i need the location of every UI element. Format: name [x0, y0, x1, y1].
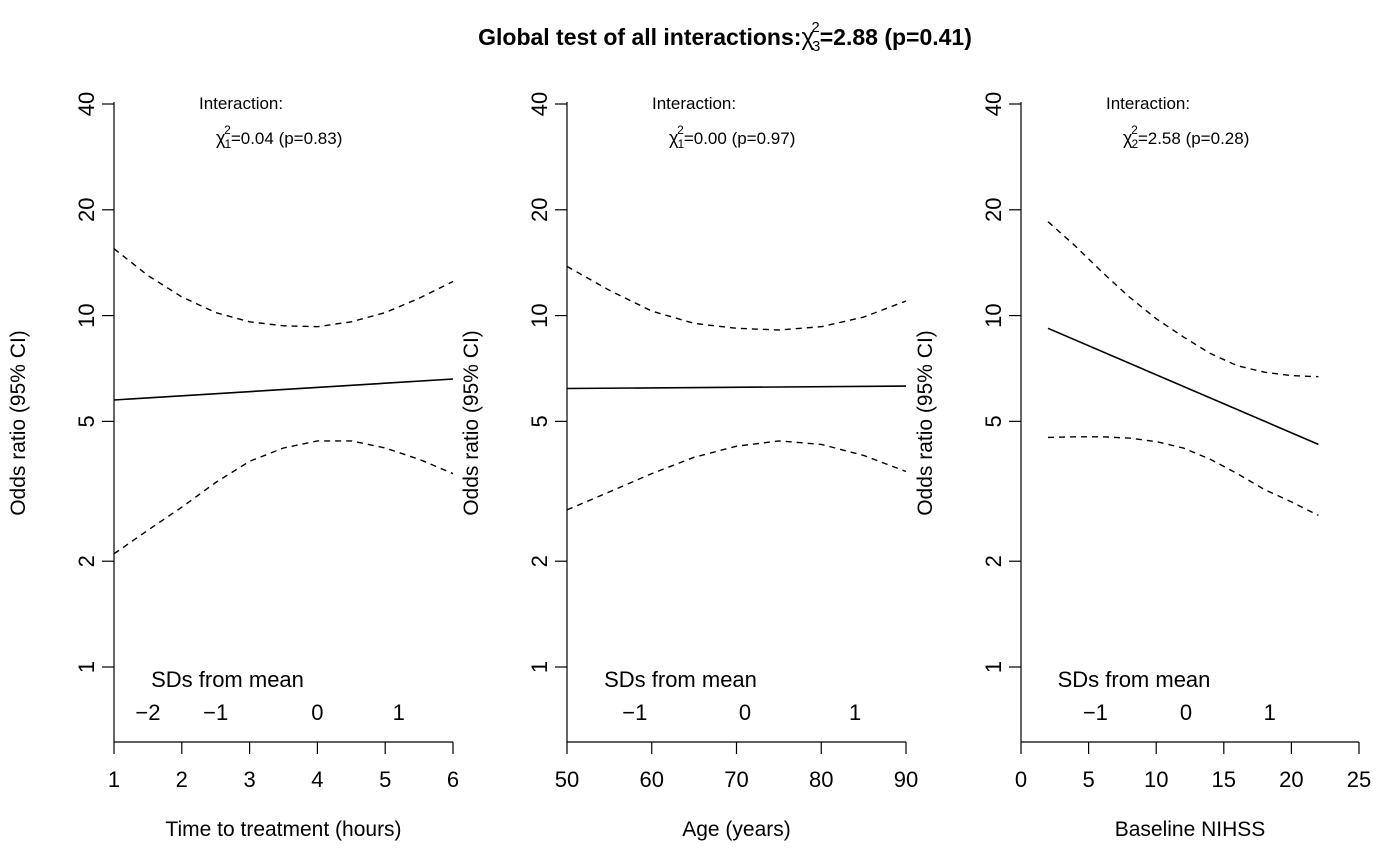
sd-tick-label: −1 [1083, 700, 1108, 725]
x-tick-label: 0 [1015, 767, 1027, 792]
x-tick-label: 80 [809, 767, 833, 792]
sd-tick-label: 1 [1264, 700, 1276, 725]
y-tick-label: 5 [74, 415, 99, 427]
y-tick-label: 10 [74, 303, 99, 327]
x-tick-label: 70 [724, 767, 748, 792]
x-tick-label: 60 [640, 767, 664, 792]
sd-tick-label: 1 [849, 700, 861, 725]
interaction-sq: 2 [677, 123, 684, 137]
x-tick-label: 2 [176, 767, 188, 792]
y-tick-label: 10 [527, 303, 552, 327]
upper-ci-line [1047, 221, 1319, 378]
x-axis-label: Time to treatment (hours) [165, 818, 401, 841]
y-tick-label: 1 [527, 661, 552, 673]
y-axis-label: Odds ratio (95% CI) [460, 330, 483, 516]
y-tick-label: 40 [74, 92, 99, 116]
interaction-value: =0.00 (p=0.97) [684, 129, 796, 148]
sd-tick-label: 0 [739, 700, 751, 725]
main-title-df: 3 [812, 38, 820, 55]
interaction-value: =2.58 (p=0.28) [1138, 129, 1250, 148]
interaction-chi: χ [1123, 128, 1133, 148]
x-tick-label: 6 [447, 767, 459, 792]
lower-ci-line [1047, 436, 1319, 517]
upper-ci-line [113, 248, 454, 328]
interaction-stat: χ12=0.00 (p=0.97) [669, 123, 795, 151]
y-tick-label: 2 [527, 555, 552, 567]
interaction-stat: χ22=2.58 (p=0.28) [1123, 123, 1249, 151]
y-axis-label: Odds ratio (95% CI) [7, 330, 30, 516]
interaction-stat: χ12=0.04 (p=0.83) [216, 123, 342, 151]
sd-tick-label: −2 [135, 700, 160, 725]
sd-tick-label: 0 [1180, 700, 1192, 725]
x-tick-label: 1 [108, 767, 120, 792]
y-tick-label: 20 [74, 198, 99, 222]
y-tick-label: 2 [981, 555, 1006, 567]
interaction-df: 2 [1131, 137, 1138, 151]
sd-axis-label: SDs from mean [151, 667, 304, 692]
x-tick-label: 25 [1347, 767, 1371, 792]
lower-ci-line [113, 440, 454, 555]
interaction-heading: Interaction: [199, 94, 283, 113]
interaction-chi: χ [669, 128, 679, 148]
main-title-chi: χ [801, 24, 814, 51]
x-axis-label: Age (years) [682, 818, 791, 841]
x-axis-label: Baseline NIHSS [1115, 818, 1266, 841]
sd-axis-label: SDs from mean [604, 667, 757, 692]
sd-axis-label: SDs from mean [1058, 667, 1211, 692]
sd-tick-label: 1 [393, 700, 405, 725]
interaction-value: =0.04 (p=0.83) [231, 129, 343, 148]
x-tick-label: 50 [555, 767, 579, 792]
x-tick-label: 5 [1082, 767, 1094, 792]
interaction-chi: χ [216, 128, 226, 148]
x-tick-label: 4 [311, 767, 323, 792]
estimate-line [113, 378, 454, 401]
interaction-sq: 2 [224, 123, 231, 137]
y-tick-label: 2 [74, 555, 99, 567]
y-tick-label: 40 [527, 92, 552, 116]
interaction-df: 1 [677, 137, 684, 151]
interaction-sq: 2 [1131, 123, 1138, 137]
x-tick-label: 15 [1212, 767, 1236, 792]
main-title-stat: =2.88 (p=0.41) [820, 24, 972, 50]
sd-tick-label: −1 [203, 700, 228, 725]
x-tick-label: 90 [894, 767, 918, 792]
sd-tick-label: −1 [622, 700, 647, 725]
interaction-heading: Interaction: [652, 94, 736, 113]
y-tick-label: 1 [74, 661, 99, 673]
main-title-text: Global test of all interactions: [478, 24, 801, 50]
y-tick-label: 20 [981, 198, 1006, 222]
upper-ci-line [566, 265, 907, 331]
interaction-df: 1 [224, 137, 231, 151]
x-tick-label: 3 [243, 767, 255, 792]
main-title: Global test of all interactions:χ3 2=2.88… [478, 19, 972, 55]
estimate-line [1047, 327, 1319, 446]
y-tick-label: 5 [981, 415, 1006, 427]
main-title-sq: 2 [811, 19, 819, 36]
lower-ci-line [566, 440, 907, 511]
y-tick-label: 1 [981, 661, 1006, 673]
y-tick-label: 5 [527, 415, 552, 427]
y-axis-label: Odds ratio (95% CI) [914, 330, 937, 516]
y-tick-label: 20 [527, 198, 552, 222]
y-tick-label: 40 [981, 92, 1006, 116]
x-tick-label: 20 [1279, 767, 1303, 792]
y-tick-label: 10 [981, 303, 1006, 327]
x-tick-label: 5 [379, 767, 391, 792]
interaction-heading: Interaction: [1106, 94, 1190, 113]
sd-tick-label: 0 [311, 700, 323, 725]
x-tick-label: 10 [1144, 767, 1168, 792]
estimate-line [566, 385, 907, 390]
